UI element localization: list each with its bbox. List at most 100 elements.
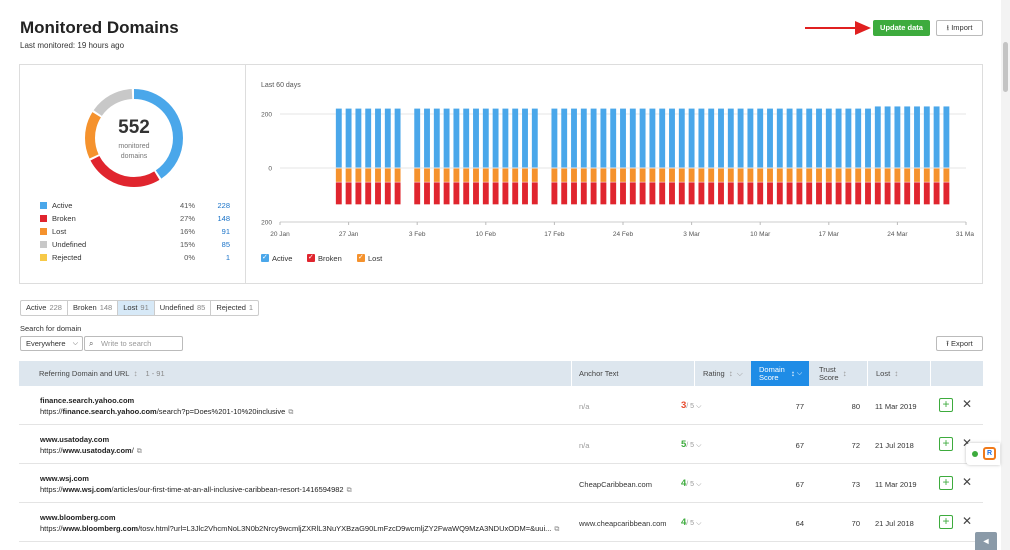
- scrollbar-thumb[interactable]: [1003, 42, 1008, 92]
- rating[interactable]: 4/ 5 ⌵: [681, 517, 701, 528]
- col-domain-score[interactable]: Domain Score ↕ ⌵: [751, 361, 809, 386]
- checkbox-icon[interactable]: [357, 253, 365, 262]
- bar-lost: [394, 168, 401, 182]
- extension-widget[interactable]: R: [966, 443, 1000, 465]
- referring-domain[interactable]: www.usatoday.com: [40, 435, 110, 444]
- search-scope-select[interactable]: Everywhere ⌵: [20, 336, 83, 351]
- col-lost[interactable]: Lost ↕: [876, 361, 898, 386]
- rating-max: / 5: [686, 403, 695, 410]
- chart-legend-broken[interactable]: Broken: [307, 253, 342, 263]
- external-link-icon[interactable]: ⧉: [346, 487, 352, 494]
- bar-lost: [433, 168, 440, 182]
- rating[interactable]: 3/ 5 ⌵: [681, 400, 701, 411]
- add-button[interactable]: +: [939, 476, 953, 490]
- sort-icon[interactable]: ↕: [728, 369, 733, 378]
- close-icon[interactable]: ✕: [962, 475, 973, 489]
- table-row: www.wsj.com https://www.wsj.com/articles/…: [19, 464, 983, 503]
- filter-tab-broken[interactable]: Broken 148: [68, 301, 119, 315]
- external-link-icon[interactable]: ⧉: [554, 526, 560, 533]
- chevron-down-icon[interactable]: ⌵: [696, 481, 702, 488]
- bar-active: [482, 108, 489, 168]
- referring-url[interactable]: https://www.usatoday.com/⧉: [40, 446, 142, 456]
- anchor-text: n/a: [579, 441, 590, 450]
- chevron-down-icon[interactable]: ⌵: [696, 403, 702, 410]
- referring-domain[interactable]: www.wsj.com: [40, 474, 89, 483]
- bar-lost: [825, 168, 832, 182]
- feedback-button[interactable]: ◄: [975, 532, 997, 550]
- bar-active: [610, 108, 617, 168]
- filter-tab-lost[interactable]: Lost 91: [118, 301, 155, 315]
- filter-tab-rejected[interactable]: Rejected 1: [211, 301, 258, 315]
- external-link-icon[interactable]: ⧉: [136, 448, 142, 455]
- checkbox-icon[interactable]: [261, 253, 269, 262]
- scrollbar[interactable]: [1001, 0, 1010, 550]
- sort-icon[interactable]: ↕: [894, 369, 899, 378]
- chevron-down-icon[interactable]: ⌵: [696, 442, 702, 449]
- bar-broken: [649, 182, 656, 205]
- external-link-icon[interactable]: ⧉: [288, 409, 294, 416]
- sort-icon[interactable]: ↕: [133, 369, 138, 378]
- legend-item-broken: Broken 27% 148: [40, 213, 230, 225]
- legend-swatch: [40, 215, 47, 222]
- checkbox-icon[interactable]: [307, 253, 315, 262]
- legend-item-rejected: Rejected 0% 1: [40, 252, 230, 264]
- legend-percent: 27%: [179, 214, 195, 223]
- add-button[interactable]: +: [939, 398, 953, 412]
- legend-count[interactable]: 228: [217, 201, 230, 210]
- bar-broken: [522, 182, 528, 205]
- referring-domain[interactable]: www.bloomberg.com: [40, 513, 116, 522]
- rating-max: / 5: [686, 520, 695, 527]
- rating[interactable]: 4/ 5 ⌵: [681, 478, 701, 489]
- bar-active: [433, 108, 440, 168]
- filter-tab-active[interactable]: Active 228: [21, 301, 68, 315]
- bar-active: [424, 108, 430, 168]
- search-input[interactable]: ⌕ Write to search: [84, 336, 183, 351]
- import-button[interactable]: ⭳ Import: [936, 20, 983, 36]
- col-referring-domain[interactable]: Referring Domain and URL ↕ 1 - 91: [39, 361, 165, 386]
- chart-legend-lost[interactable]: Lost: [357, 253, 382, 263]
- trust-score: 73: [851, 480, 860, 489]
- chevron-down-icon: ⌵: [72, 340, 78, 347]
- export-button[interactable]: ⭱ Export: [936, 336, 983, 351]
- bar-lost: [453, 168, 460, 182]
- add-button[interactable]: +: [939, 515, 953, 529]
- referring-domain[interactable]: finance.search.yahoo.com: [40, 396, 135, 405]
- legend-count[interactable]: 91: [221, 227, 230, 236]
- legend-swatch: [40, 254, 47, 261]
- sort-icon[interactable]: ↕: [842, 368, 847, 378]
- col-trust-score[interactable]: Trust Score ↕: [819, 361, 847, 386]
- filter-tab-label: Broken: [72, 303, 97, 312]
- add-button[interactable]: +: [939, 437, 953, 451]
- bar-lost: [933, 168, 940, 182]
- url-path: /search?p=Does%201-10%20inclusive: [156, 407, 286, 416]
- filter-tab-undefined[interactable]: Undefined 85: [155, 301, 212, 315]
- bar-active: [620, 108, 626, 168]
- bar-broken: [443, 182, 450, 205]
- bar-broken: [894, 182, 901, 205]
- extension-logo-icon: R: [983, 447, 996, 460]
- sort-icon[interactable]: ↕: [790, 368, 795, 378]
- header-divider: [867, 361, 868, 386]
- close-icon[interactable]: ✕: [962, 514, 973, 528]
- bar-lost: [571, 168, 577, 182]
- rating[interactable]: 5/ 5 ⌵: [681, 439, 701, 450]
- close-icon[interactable]: ✕: [962, 397, 973, 411]
- bar-broken: [355, 182, 362, 205]
- referring-url[interactable]: https://www.bloomberg.com/tosv.html?url=…: [40, 524, 559, 534]
- bar-active: [580, 108, 587, 168]
- bar-broken: [551, 182, 558, 205]
- bar-lost: [669, 168, 675, 182]
- legend-count[interactable]: 148: [217, 214, 230, 223]
- bar-lost: [345, 168, 352, 182]
- col-rating[interactable]: Rating ↕ ⌵: [703, 361, 743, 386]
- update-data-button[interactable]: Update data: [873, 20, 930, 36]
- legend-count[interactable]: 1: [225, 253, 230, 262]
- referring-url[interactable]: https://www.wsj.com/articles/our-first-t…: [40, 485, 352, 495]
- chevron-down-icon[interactable]: ⌵: [696, 520, 702, 527]
- legend-count[interactable]: 85: [221, 240, 230, 249]
- col-domain-score-label1: Domain: [759, 364, 785, 374]
- bar-active: [629, 108, 636, 168]
- chart-legend-active[interactable]: Active: [261, 253, 292, 263]
- referring-url[interactable]: https://finance.search.yahoo.com/search?…: [40, 407, 293, 417]
